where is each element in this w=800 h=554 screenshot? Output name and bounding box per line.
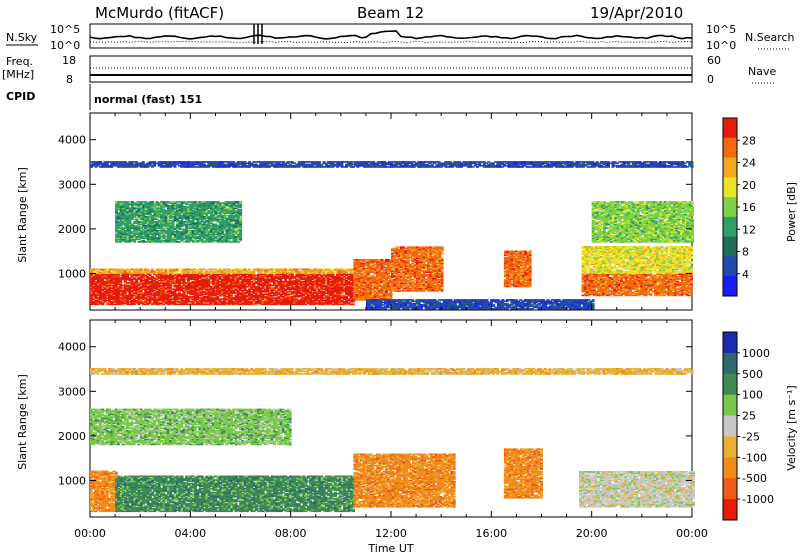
heatmap-cell: [176, 269, 179, 271]
nsky-panel: [90, 24, 692, 48]
nsky-line: [90, 31, 692, 39]
station-title: McMurdo (fitACF): [95, 4, 224, 22]
nsearch-tick-bottom: 10^0: [706, 39, 736, 52]
heatmap-cell: [441, 258, 444, 260]
nsky-label: N.Sky: [6, 31, 38, 44]
power-data: [90, 161, 694, 310]
nave-label: Nave: [748, 65, 776, 78]
freq-tick-top: 18: [62, 54, 76, 67]
cpid-value: normal (fast) 151: [94, 93, 202, 106]
freq-unit: [MHz]: [2, 68, 34, 81]
freq-label: Freq.: [6, 55, 33, 68]
heatmap-cell: [352, 303, 355, 305]
heatmap-cell: [248, 269, 251, 271]
cpid-label: CPID: [6, 90, 35, 103]
heatmap-cell: [441, 246, 444, 248]
heatmap-cell: [529, 251, 532, 253]
heatmap-cell: [441, 253, 444, 255]
nave-tick-bottom: 0: [707, 73, 714, 86]
heatmap-cell: [441, 288, 444, 290]
nsearch-label: N.Search: [745, 31, 795, 44]
nsearch-line: [90, 41, 692, 42]
nsky-tick-top: 10^5: [50, 23, 80, 36]
beam-title: Beam 12: [357, 4, 424, 22]
nsearch-tick-top: 10^5: [706, 23, 736, 36]
freq-tick-bottom: 8: [66, 73, 73, 86]
nsky-tick-bottom: 10^0: [50, 39, 80, 52]
date-title: 19/Apr/2010: [590, 4, 683, 22]
freq-panel: [90, 56, 692, 82]
heatmap-cell: [151, 269, 154, 271]
nave-tick-top: 60: [707, 54, 721, 67]
heatmap-cell: [441, 271, 444, 273]
